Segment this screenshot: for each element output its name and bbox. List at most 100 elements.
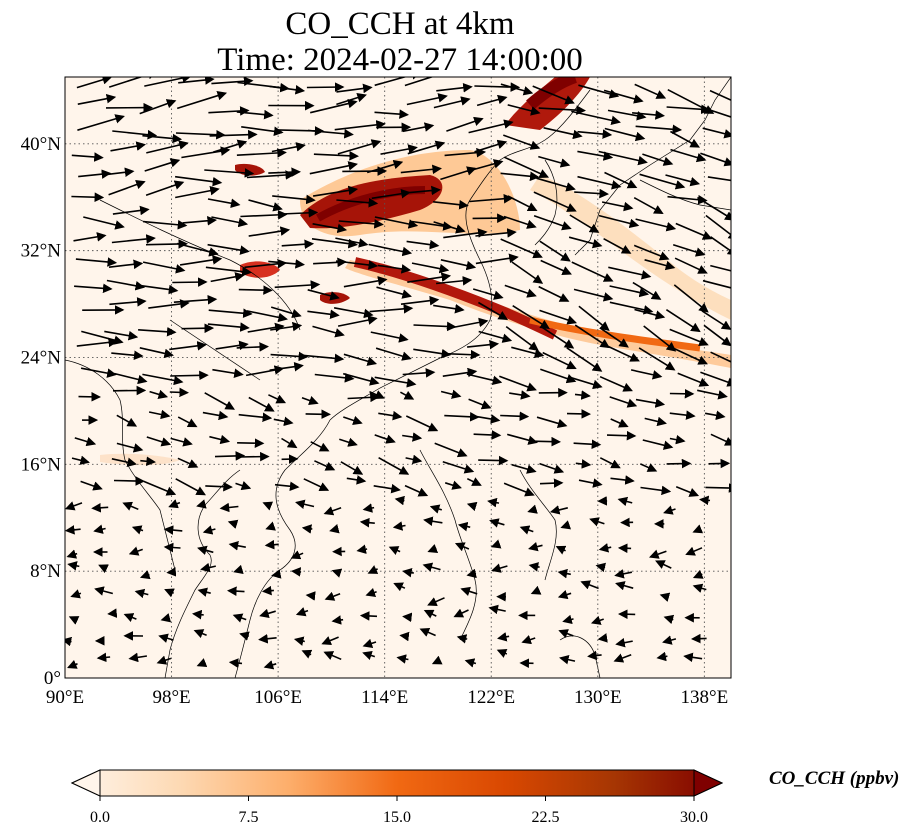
wind-arrow [102,167,135,178]
wind-arrow [377,264,412,274]
wind-arrow [362,503,375,513]
lon-axis: 90°E 98°E 106°E 114°E 122°E 130°E 138°E [46,687,728,708]
wind-arrow [454,542,470,552]
wind-arrow [503,156,550,178]
wind-arrow [574,390,591,400]
wind-arrow [672,243,706,257]
wind-arrow [112,205,150,216]
colorbar-tick-label: 15.0 [383,809,411,826]
wind-arrow [301,524,313,534]
wind-arrow [442,349,481,360]
wind-arrow [539,462,565,474]
wind-arrow [116,442,144,453]
wind-arrow [337,139,382,155]
wind-arrow [139,347,174,359]
wind-arrow [176,242,219,257]
wind-arrow [373,483,401,494]
wind-arrow [271,142,306,153]
wind-arrow [630,369,663,380]
wind-arrow [512,305,550,330]
wind-arrow [460,586,478,596]
wind-arrow [78,169,112,179]
wind-arrow [429,504,443,514]
wind-arrow [269,361,304,372]
wind-arrow [204,392,235,410]
wind-arrow [587,650,602,661]
wind-arrow [111,350,144,361]
wind-arrow [521,635,536,645]
wind-arrow [368,243,413,257]
wind-arrow [305,409,331,420]
wind-arrow [440,259,477,271]
wind-arrow [559,654,576,665]
wind-arrow [170,437,193,447]
wind-arrow [702,127,731,139]
wind-arrow [633,196,664,214]
wind-arrow [528,541,543,552]
wind-arrow [343,415,363,426]
wind-arrow [606,345,640,362]
wind-arrow [670,130,701,148]
wind-arrow [374,376,417,388]
wind-arrow [674,257,708,274]
wind-arrow [419,627,436,637]
wind-arrow [540,368,577,384]
wind-arrow [505,325,539,351]
wind-arrow [96,652,111,663]
wind-arrow [655,560,672,569]
wind-arrow [393,582,406,592]
wind-arrow [116,414,138,427]
wind-arrow [324,591,341,601]
wind-arrow [192,609,204,620]
wind-arrow [388,546,401,555]
wind-arrow [434,442,468,458]
wind-arrow [710,351,731,363]
wind-arrow [433,199,469,210]
wind-arrow [111,234,156,244]
wind-arrow [113,476,145,486]
wind-arrow [270,351,309,362]
wind-arrow [557,589,572,600]
wind-arrow [402,122,435,133]
wind-arrow [193,629,207,639]
wind-arrow [197,545,214,555]
wind-arrow [179,255,223,266]
wind-arrow [431,655,443,665]
wind-arrow [336,197,379,208]
wind-arrow [669,328,709,347]
wind-arrow [477,301,509,321]
wind-arrow [599,457,621,469]
wind-arrow [573,288,614,302]
wind-arrow [669,434,686,445]
wind-arrow [632,281,662,300]
wind-arrow [123,613,137,623]
wind-arrow [301,649,313,659]
wind-arrow [281,208,319,218]
wind-arrow [635,218,677,232]
wind-arrow [209,129,258,140]
wind-arrow [335,237,369,248]
wind-arrow [666,458,692,469]
wind-arrow [707,176,731,182]
wind-arrow [511,261,544,284]
wind-arrow [399,631,410,642]
wind-arrow [356,544,368,554]
wind-arrow [433,221,466,234]
wind-arrow [233,564,244,574]
wind-arrow [509,390,531,400]
wind-arrow [407,140,446,155]
wind-arrow [407,272,452,283]
wind-arrow [503,134,541,150]
wind-arrow [491,563,508,573]
wind-arrow [209,434,231,445]
wind-arrow [590,615,604,625]
wind-arrow [609,301,654,315]
wind-arrow [77,93,117,105]
wind-arrow [128,546,143,556]
wind-arrow [442,367,478,378]
wind-arrow [402,612,413,623]
wind-arrow [557,568,571,579]
wind-arrow [112,129,158,140]
wind-arrow [566,347,603,372]
wind-arrow [578,305,610,332]
